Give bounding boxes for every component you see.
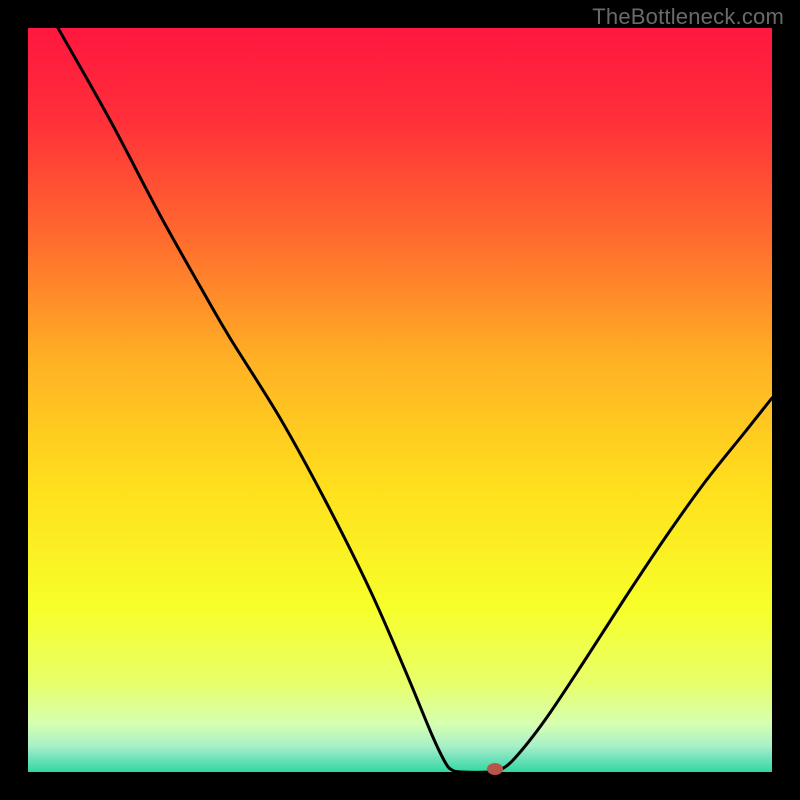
optimal-point-marker — [487, 763, 503, 775]
watermark-text: TheBottleneck.com — [592, 4, 784, 30]
bottleneck-chart — [0, 0, 800, 800]
chart-container: TheBottleneck.com — [0, 0, 800, 800]
